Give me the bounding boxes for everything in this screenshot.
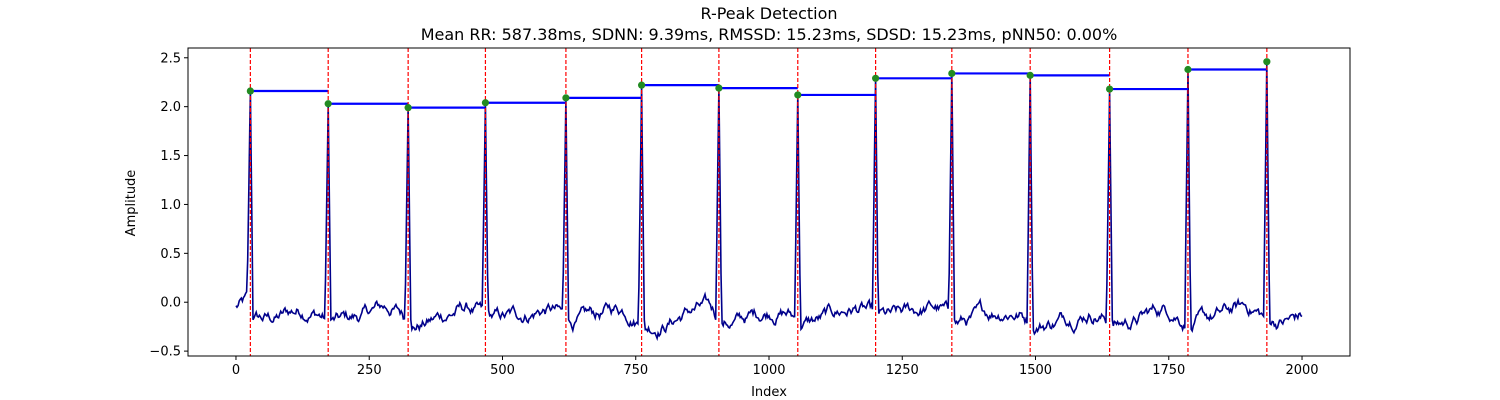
x-tick-label: 500 — [490, 363, 515, 378]
x-tick-label: 1750 — [1152, 363, 1185, 378]
x-tick-label: 2000 — [1285, 363, 1318, 378]
peak-marker-layer — [246, 58, 1271, 112]
y-ticks: −0.5 0.0 0.5 1.0 1.5 2.0 2.5 — [149, 51, 188, 360]
signal-layer — [235, 61, 1303, 342]
chart-title: R-Peak Detection — [700, 4, 837, 23]
y-tick-label: −0.5 — [149, 345, 181, 360]
peak-marker — [481, 99, 490, 107]
y-tick-label: 0.0 — [160, 296, 181, 311]
x-tick-label: 1000 — [752, 363, 785, 378]
ecg-signal-line — [235, 61, 1303, 342]
peak-marker — [246, 87, 254, 95]
peak-marker — [1106, 85, 1114, 93]
y-tick-label: 2.5 — [160, 51, 181, 66]
x-tick-label: 1500 — [1019, 363, 1052, 378]
x-tick-label: 250 — [357, 363, 382, 378]
peak-marker — [324, 100, 332, 108]
x-tick-label: 0 — [232, 363, 240, 378]
y-tick-label: 1.5 — [160, 149, 181, 164]
y-tick-label: 1.0 — [160, 198, 181, 213]
rr-segment-layer — [250, 68, 1267, 109]
x-axis-label: Index — [751, 385, 787, 400]
peak-marker — [715, 84, 723, 92]
peak-marker — [562, 94, 570, 102]
chart-subtitle: Mean RR: 587.38ms, SDNN: 9.39ms, RMSSD: … — [421, 25, 1118, 44]
x-tick-label: 1250 — [886, 363, 919, 378]
peak-marker — [794, 91, 802, 99]
y-axis-label: Amplitude — [124, 170, 139, 237]
plot-area — [235, 48, 1303, 356]
peak-marker — [1263, 58, 1271, 66]
y-tick-label: 2.0 — [160, 100, 181, 115]
peak-marker — [638, 81, 646, 89]
peak-marker — [1026, 71, 1034, 79]
x-ticks: 0 250 500 750 1000 1250 1500 1750 2000 — [232, 356, 1319, 378]
peak-line-layer — [249, 48, 1268, 356]
peak-marker — [1184, 65, 1192, 74]
peak-marker — [948, 69, 956, 78]
peak-marker — [872, 74, 880, 82]
y-tick-label: 0.5 — [160, 247, 181, 262]
x-tick-label: 750 — [623, 363, 648, 378]
peak-marker — [404, 104, 412, 112]
